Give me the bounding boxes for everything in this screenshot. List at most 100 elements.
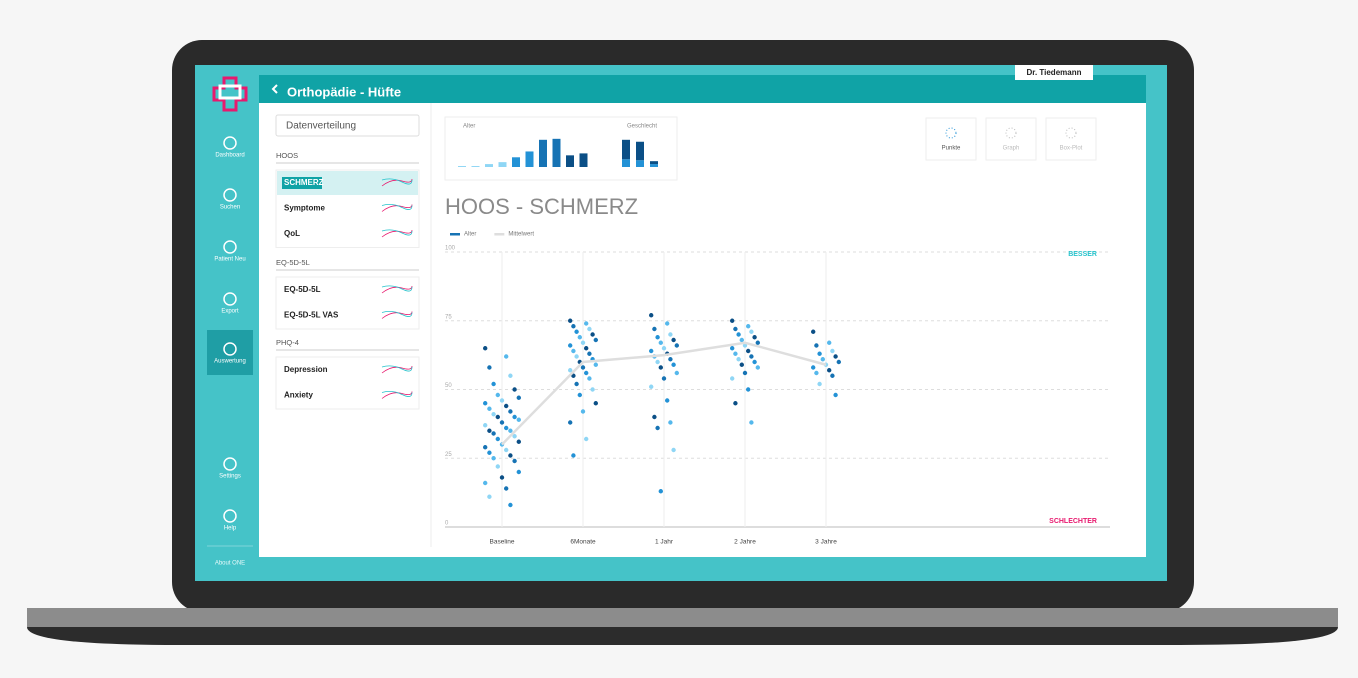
point	[495, 464, 500, 469]
nav-label[interactable]: Patient Neu	[214, 257, 245, 263]
point	[593, 337, 598, 343]
point	[830, 348, 835, 354]
point	[499, 475, 505, 480]
point	[820, 357, 825, 362]
point	[655, 425, 660, 431]
point	[674, 370, 679, 376]
back-icon[interactable]	[271, 84, 278, 94]
point	[516, 395, 521, 400]
point	[584, 321, 589, 326]
nav-icon[interactable]	[223, 188, 237, 202]
mini-bar	[539, 139, 547, 167]
point	[833, 354, 838, 359]
nav-icon[interactable]	[223, 136, 237, 150]
view-button[interactable]	[1045, 117, 1097, 161]
point	[746, 387, 751, 392]
point	[665, 398, 670, 403]
item-label[interactable]: Symptome	[284, 204, 325, 213]
mean-line	[501, 341, 827, 446]
nav-label[interactable]: Dashboard	[215, 153, 244, 159]
user-tab[interactable]	[1015, 65, 1093, 80]
item-sparkline	[381, 178, 413, 185]
point	[749, 420, 754, 425]
about-link[interactable]: About ONE	[215, 561, 245, 567]
point	[577, 392, 582, 398]
point	[830, 373, 835, 378]
item-label[interactable]: EQ-5D-5L VAS	[284, 311, 339, 320]
nav-icon[interactable]	[223, 457, 237, 471]
point	[827, 340, 832, 345]
item-badge	[282, 177, 322, 189]
nav-label[interactable]: Export	[221, 309, 239, 315]
item-sparkline	[381, 203, 413, 210]
item-label[interactable]: Anxiety	[284, 391, 313, 400]
point	[733, 401, 738, 406]
mini-bar	[636, 141, 644, 161]
item-sparkline	[381, 310, 413, 317]
point	[508, 373, 513, 378]
point	[587, 326, 592, 332]
point	[752, 359, 757, 365]
chart-title: HOOS - SCHMERZ	[445, 194, 638, 219]
view-label[interactable]: Punkte	[942, 146, 961, 152]
point	[671, 447, 676, 453]
point	[508, 453, 513, 458]
item-sparkline	[381, 311, 413, 319]
item-label[interactable]: QoL	[284, 229, 300, 238]
search-box[interactable]	[275, 114, 420, 137]
annotation: BESSER	[1068, 251, 1097, 258]
nav-icon[interactable]	[223, 509, 237, 523]
point	[590, 387, 595, 392]
group-card	[275, 276, 420, 330]
point	[574, 381, 579, 387]
point	[512, 458, 517, 464]
point	[755, 365, 760, 370]
mini-bar	[650, 161, 658, 165]
nav-icon[interactable]	[223, 342, 237, 356]
point	[736, 357, 741, 362]
point	[568, 318, 573, 323]
item-sparkline	[381, 178, 413, 187]
point	[483, 445, 488, 450]
point	[483, 346, 488, 351]
x-tick-label: 6Monate	[570, 539, 596, 546]
nav-icon[interactable]	[223, 240, 237, 254]
y-tick-label: 100	[445, 246, 456, 252]
user-name: Dr. Tiedemann	[1027, 68, 1082, 77]
point	[512, 387, 517, 392]
nav-label[interactable]: Help	[224, 526, 237, 532]
item-label[interactable]: SCHMERZ	[284, 178, 324, 187]
point	[811, 365, 816, 370]
nav-label[interactable]: Settings	[219, 474, 241, 480]
point	[516, 469, 521, 475]
point	[571, 453, 576, 458]
item-label[interactable]: Depression	[284, 365, 328, 374]
view-label[interactable]: Graph	[1003, 146, 1020, 152]
view-button[interactable]	[925, 117, 977, 161]
mini-title: Alter	[463, 124, 475, 130]
item-label[interactable]: EQ-5D-5L	[284, 285, 321, 294]
point	[593, 362, 598, 367]
view-label[interactable]: Box-Plot	[1060, 146, 1083, 152]
nav-label[interactable]: Suchen	[220, 205, 240, 211]
group-label: PHQ-4	[276, 338, 299, 347]
item-sparkline	[381, 390, 413, 397]
y-tick-label: 75	[445, 314, 452, 320]
point	[516, 417, 521, 422]
item-sparkline	[381, 365, 413, 374]
nav-label[interactable]: Auswertung	[214, 359, 246, 365]
mini-bar	[650, 164, 658, 167]
item-sparkline	[381, 229, 413, 236]
point	[742, 343, 748, 348]
view-icon	[1005, 127, 1017, 139]
group-label: EQ-5D-5L	[276, 258, 310, 267]
laptop-foot	[27, 627, 1338, 645]
point	[495, 392, 500, 398]
nav-icon[interactable]	[223, 292, 237, 306]
point	[733, 351, 738, 356]
point	[512, 414, 517, 420]
point	[811, 329, 816, 334]
view-button[interactable]	[985, 117, 1037, 161]
point	[491, 456, 496, 461]
